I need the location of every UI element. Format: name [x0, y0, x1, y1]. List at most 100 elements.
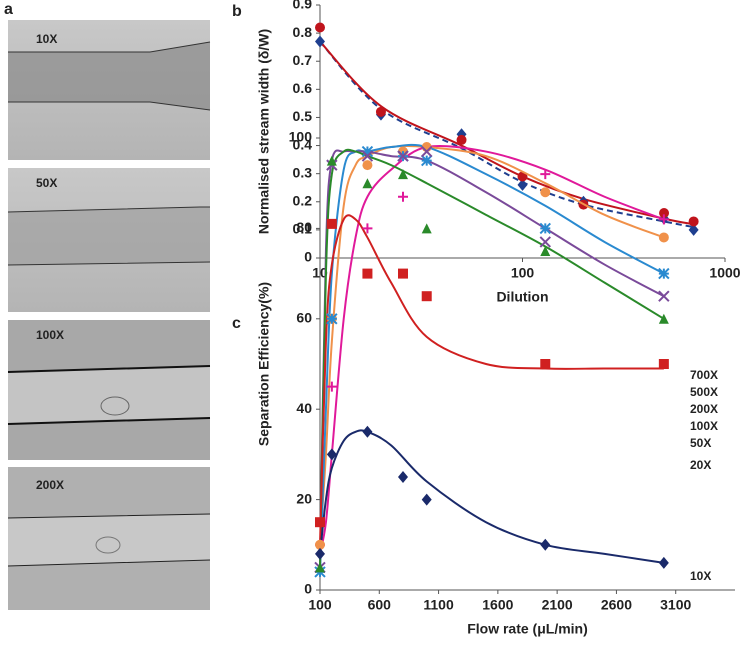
y-tick-label: 80	[296, 219, 312, 235]
y-tick-label: 0	[304, 581, 312, 597]
series-label: 10X	[690, 569, 711, 583]
micrograph: 100X	[7, 320, 211, 460]
series-label: 500X	[690, 385, 718, 399]
marker	[326, 448, 337, 461]
marker	[398, 268, 408, 279]
y-tick-label: 0.9	[293, 0, 313, 12]
marker	[658, 214, 669, 225]
marker	[658, 556, 669, 569]
marker	[362, 178, 373, 189]
marker	[421, 493, 432, 506]
marker	[362, 160, 373, 171]
panel-letter: c	[232, 315, 241, 332]
marker	[421, 145, 433, 158]
y-tick-label: 0.3	[293, 164, 313, 180]
series-label: 50X	[690, 436, 711, 450]
y-tick-label: 0.6	[293, 80, 313, 96]
y-axis-label: Normalised stream width (δ/W)	[256, 29, 272, 234]
marker	[456, 134, 467, 145]
marker	[398, 191, 408, 202]
y-tick-label: 0.8	[293, 24, 313, 40]
series-label: 20X	[690, 458, 711, 472]
micrograph: 50X	[7, 168, 211, 312]
marker	[326, 313, 338, 325]
y-tick-label: 0.5	[293, 108, 313, 124]
fit-curve	[319, 40, 694, 229]
y-tick-label: 40	[296, 400, 312, 416]
marker	[315, 539, 325, 550]
y-tick-label: 20	[296, 490, 312, 506]
marker	[315, 562, 325, 573]
marker	[361, 150, 374, 162]
fit-curve	[319, 214, 664, 545]
x-axis-label: Dilution	[496, 289, 548, 305]
y-axis-label: Separation Efficiency(%)	[256, 282, 272, 446]
marker	[397, 150, 409, 162]
x-tick-label: 600	[368, 597, 392, 613]
marker	[659, 208, 670, 219]
x-tick-label: 1100	[423, 597, 454, 613]
marker	[315, 547, 325, 560]
marker	[315, 22, 325, 33]
image-label: 100X	[36, 328, 64, 342]
marker	[540, 359, 551, 369]
marker	[326, 381, 337, 392]
marker	[398, 471, 408, 483]
series-label: 200X	[690, 402, 718, 416]
x-tick-label: 1600	[482, 597, 513, 613]
x-tick-label: 2100	[542, 597, 573, 613]
x-tick-label: 100	[308, 597, 332, 613]
marker	[658, 313, 669, 324]
marker	[539, 236, 551, 248]
marker	[658, 359, 669, 369]
panel-letter: b	[232, 3, 242, 20]
marker	[326, 218, 337, 229]
marker	[540, 187, 551, 198]
image-label: 10X	[36, 32, 57, 46]
axis-line	[319, 138, 735, 591]
marker	[658, 290, 670, 302]
marker	[688, 223, 699, 236]
marker	[398, 169, 408, 180]
marker	[375, 106, 386, 117]
fit-curve	[319, 143, 665, 572]
marker	[326, 155, 337, 166]
x-tick-label: 3100	[660, 597, 691, 613]
fit-curve	[319, 429, 665, 564]
micrograph: 200X	[7, 467, 211, 610]
marker	[540, 538, 551, 551]
y-tick-label: 0	[304, 249, 312, 265]
marker	[421, 291, 432, 302]
y-tick-label: 0.7	[293, 52, 313, 68]
marker	[658, 232, 669, 243]
marker	[361, 145, 374, 158]
x-axis-label: Flow rate (μL/min)	[467, 621, 588, 637]
x-tick-label: 100	[511, 265, 535, 281]
x-tick-label: 2600	[601, 597, 632, 613]
marker	[688, 216, 699, 227]
marker	[539, 222, 551, 235]
marker	[421, 154, 433, 167]
fit-curve	[319, 40, 694, 226]
marker	[315, 517, 325, 528]
y-tick-label: 0.4	[293, 136, 313, 152]
marker	[658, 267, 670, 280]
micrograph: 10X	[8, 20, 211, 160]
marker	[517, 178, 528, 191]
y-tick-label: 0.2	[293, 192, 313, 208]
image-label: 200X	[36, 478, 64, 492]
y-tick-label: 100	[289, 129, 313, 145]
marker	[421, 223, 432, 234]
y-tick-label: 0.1	[293, 221, 313, 237]
marker	[362, 223, 373, 234]
marker	[540, 169, 551, 180]
panel-letter: a	[4, 1, 13, 18]
marker	[362, 425, 373, 438]
series-label: 700X	[690, 368, 718, 382]
marker	[540, 246, 551, 256]
marker	[315, 35, 325, 48]
series-label: 100X	[690, 419, 718, 433]
y-tick-label: 60	[296, 310, 312, 326]
fit-curve	[319, 149, 665, 568]
